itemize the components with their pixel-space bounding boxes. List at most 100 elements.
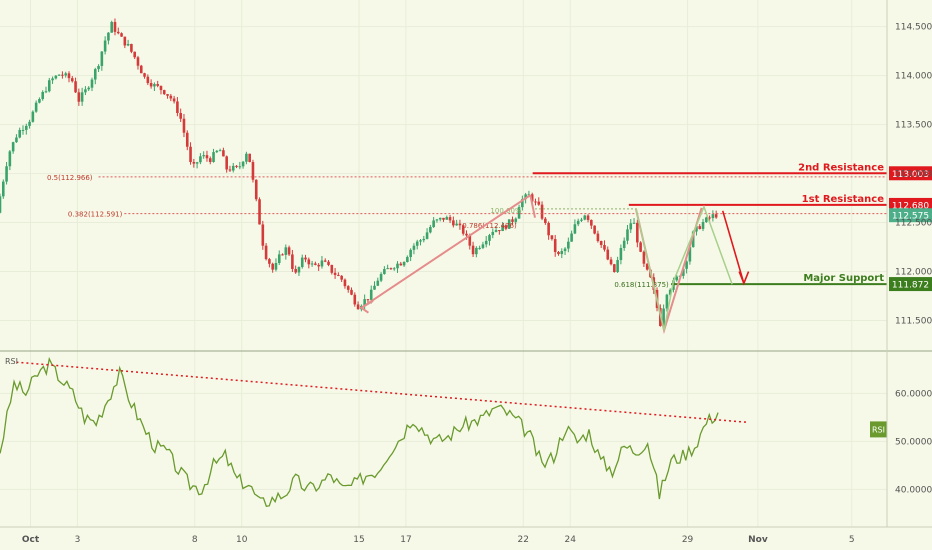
candle-body-up — [199, 156, 202, 163]
candle-body-up — [527, 194, 531, 196]
candle-body-down — [389, 268, 393, 270]
time-tick-label: 5 — [849, 535, 855, 545]
fib-label-0-5: 0.5(112.966) — [47, 174, 93, 182]
candle-body-down — [61, 74, 64, 76]
candle-body-up — [110, 21, 113, 33]
candle-body-up — [320, 260, 324, 267]
candle-body-down — [323, 260, 327, 262]
candle-body-up — [563, 248, 567, 252]
candle-body-down — [133, 51, 136, 58]
candle-body-down — [636, 222, 639, 243]
drop-arrow-head — [738, 271, 750, 286]
candle-body-up — [277, 254, 281, 264]
candle-body-up — [245, 153, 248, 162]
candle-body-up — [688, 247, 692, 262]
candle-body-down — [327, 261, 330, 265]
candle-body-down — [314, 263, 317, 265]
rsi-trendline — [16, 361, 747, 423]
candle-body-up — [616, 260, 619, 273]
candle-body-up — [376, 280, 380, 286]
candle-body-down — [540, 204, 544, 219]
candle-body-down — [537, 201, 541, 205]
candle-body-down — [599, 241, 603, 246]
price-badge-label: 112.680 — [892, 201, 929, 211]
candle-body-down — [307, 259, 311, 265]
candle-body-down — [166, 94, 169, 96]
candle-body-up — [212, 152, 215, 162]
candle-body-up — [481, 244, 485, 248]
candle-body-down — [120, 33, 123, 37]
candle-body-up — [711, 214, 715, 219]
candle-body-up — [202, 155, 205, 157]
candle-body-up — [274, 263, 278, 270]
rsi-panel: RSI — [0, 356, 887, 507]
candle-body-up — [100, 51, 104, 66]
price-tick-label: 112.500 — [895, 219, 932, 229]
price-tick-label: 113.500 — [895, 121, 932, 131]
candle-body-up — [238, 166, 242, 168]
projection-path — [635, 204, 733, 331]
candle-body-down — [317, 264, 320, 267]
candle-body-down — [458, 223, 462, 226]
candle-body-down — [340, 275, 343, 280]
candle-body-down — [553, 239, 557, 252]
candle-body-up — [215, 150, 219, 153]
candle-body-up — [396, 263, 399, 269]
price-badge — [889, 166, 932, 181]
candle-body-down — [205, 155, 209, 159]
harmonic-leg — [360, 194, 531, 309]
candle-body-up — [484, 240, 488, 245]
candle-body-down — [251, 162, 255, 180]
candle-body-up — [41, 91, 45, 100]
price-tick-label: 111.500 — [895, 317, 932, 327]
candle-body-down — [530, 194, 534, 202]
fib-label-0-382: 0.382(112.591) — [68, 211, 123, 219]
candle-body-up — [455, 223, 458, 226]
candle-body-up — [47, 80, 51, 92]
rsi-tick-label: 40.0000 — [895, 485, 932, 495]
price-panel: 0.5(112.966) 0.382(112.591) 0.786(112.476)… — [0, 18, 887, 335]
candle-body-up — [406, 257, 409, 262]
time-tick-label: 8 — [192, 535, 198, 545]
candle-body-up — [576, 220, 580, 225]
candle-body-down — [116, 31, 120, 34]
candle-body-down — [172, 98, 176, 102]
time-tick-label: Oct — [22, 535, 40, 545]
candle-body-down — [146, 76, 150, 84]
candle-body-up — [64, 73, 68, 76]
candle-body-up — [297, 267, 301, 273]
candle-body-down — [557, 251, 560, 255]
candle-body-down — [708, 217, 711, 219]
candle-body-down — [714, 214, 718, 218]
candle-body-down — [176, 101, 179, 114]
candle-body-down — [333, 272, 337, 275]
time-tick-label: 24 — [564, 535, 576, 545]
candle-body-down — [399, 263, 403, 266]
candle-body-down — [258, 199, 261, 225]
candle-body-up — [425, 232, 429, 239]
candle-body-up — [491, 231, 495, 236]
candle-body-down — [130, 43, 133, 52]
candle-body-up — [567, 241, 570, 249]
candle-body-up — [570, 233, 573, 242]
rsi-tick-label: 50.0000 — [895, 437, 932, 447]
time-tick-label: 17 — [400, 535, 411, 545]
candle-body-down — [356, 304, 360, 310]
candle-body-up — [218, 150, 222, 152]
candle-body-up — [153, 84, 156, 87]
candle-body-up — [195, 162, 199, 164]
candle-body-down — [586, 215, 590, 220]
fib-label-0-618: 0.618(111.875) — [614, 281, 669, 289]
candle-body-down — [498, 230, 501, 232]
price-tick-label: 114.000 — [895, 72, 932, 82]
candle-body-up — [107, 32, 110, 41]
rsi-badge-label: RSI — [872, 425, 885, 434]
candle-body-up — [432, 220, 435, 227]
candle-body-down — [452, 220, 455, 226]
candle-body-down — [645, 263, 649, 270]
candle-body-up — [300, 257, 304, 268]
candle-body-down — [156, 84, 159, 86]
time-tick-label: Nov — [748, 535, 768, 545]
candle-body-up — [373, 285, 376, 290]
price-badge — [889, 277, 932, 292]
